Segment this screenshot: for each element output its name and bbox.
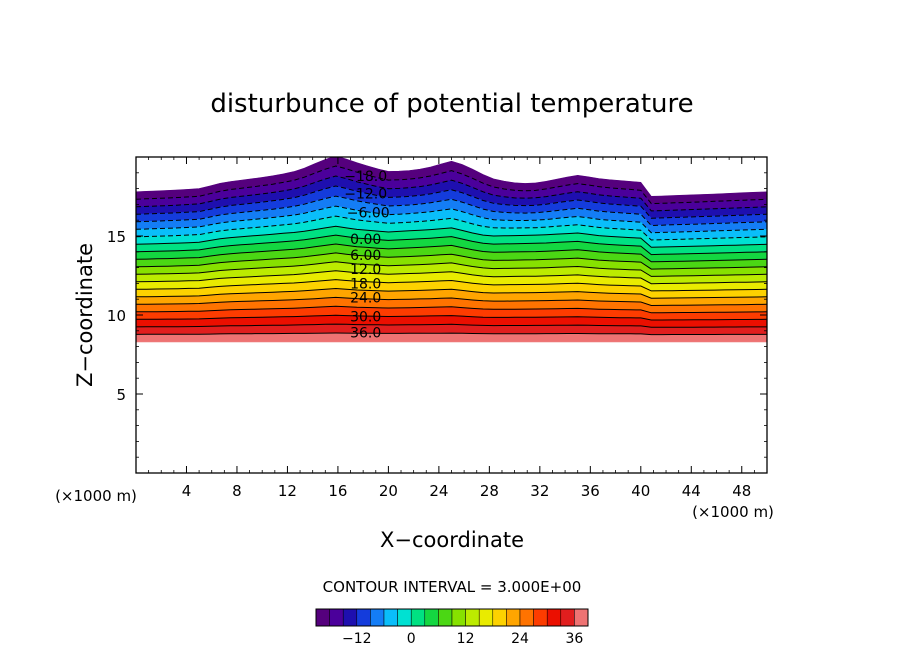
contour-label: 6.00 xyxy=(350,248,381,264)
x-tick-label: 44 xyxy=(682,482,701,500)
y-tick-label: 10 xyxy=(107,307,126,325)
contour-label: 0.00 xyxy=(350,232,381,248)
colorbar-box xyxy=(342,608,358,627)
contour-line xyxy=(136,252,767,270)
contour-line xyxy=(136,243,767,263)
contour-line xyxy=(136,215,767,241)
contour-label: 36.0 xyxy=(350,325,381,341)
x-tick-label: 36 xyxy=(581,482,600,500)
colorbar-box xyxy=(383,608,398,627)
contour-line xyxy=(136,225,767,248)
x-tick-label: 48 xyxy=(732,482,751,500)
contour-line xyxy=(136,314,767,321)
contour-field xyxy=(136,157,767,343)
y-tick-label: 5 xyxy=(116,386,126,404)
colorbar-box xyxy=(370,608,385,627)
colorbar-box xyxy=(478,608,494,627)
colorbar-box xyxy=(315,608,330,627)
x-tick-label: 40 xyxy=(631,482,650,500)
contour-label: 12.0 xyxy=(350,262,381,278)
contour-line xyxy=(136,185,767,219)
contour-line xyxy=(136,175,767,212)
colorbar-box xyxy=(451,608,466,627)
contour-interval-text: CONTOUR INTERVAL = 3.000E+00 xyxy=(323,578,582,596)
colorbar-tick-label: 36 xyxy=(565,631,583,647)
contour-line xyxy=(136,305,767,314)
colorbar-box xyxy=(397,608,412,627)
x-tick-label: 12 xyxy=(278,482,297,500)
colorbar-box xyxy=(560,608,575,627)
x-unit-left: (×1000 m) xyxy=(55,487,137,505)
contour-label: 30.0 xyxy=(350,310,381,326)
contour-label: 24.0 xyxy=(350,291,381,307)
colorbar-box xyxy=(329,608,344,627)
colorbar-box xyxy=(356,608,371,627)
colorbar-tick-label: −12 xyxy=(342,631,372,647)
x-tick-label: 20 xyxy=(379,482,398,500)
x-axis-label: X−coordinate xyxy=(380,528,524,552)
contour-line xyxy=(136,195,767,227)
colorbar-box xyxy=(438,608,453,627)
contour-label: −18.0 xyxy=(344,169,387,185)
colorbar-box xyxy=(506,608,521,627)
contour-line xyxy=(136,261,767,277)
colorbar-box xyxy=(546,608,562,627)
contour-line xyxy=(136,296,767,307)
colorbar: −12 0 12 24 36 xyxy=(315,608,589,647)
contour-line xyxy=(136,270,767,285)
colorbar-frame xyxy=(315,608,589,627)
contour-label: 18.0 xyxy=(350,276,381,292)
contour-line xyxy=(136,234,767,256)
y-tick-label: 15 xyxy=(107,228,126,246)
x-tick-label: 24 xyxy=(429,482,448,500)
colorbar-box xyxy=(533,608,548,627)
colorbar-box xyxy=(424,608,439,627)
contour-label: −12.0 xyxy=(344,186,387,202)
contour-line xyxy=(136,323,767,328)
contour-lines xyxy=(136,165,767,336)
x-tick-label: 8 xyxy=(232,482,242,500)
colorbar-box xyxy=(519,608,534,627)
colorbar-tick-label: 0 xyxy=(407,631,416,647)
x-tick-label: 16 xyxy=(328,482,347,500)
contour-line xyxy=(136,279,767,292)
colorbar-tick-label: 12 xyxy=(457,631,475,647)
chart-title: disturbunce of potential temperature xyxy=(210,89,693,119)
x-tick-label: 32 xyxy=(530,482,549,500)
colorbar-tick-label: 24 xyxy=(511,631,529,647)
contour-line xyxy=(136,332,767,336)
colorbar-box xyxy=(410,608,426,627)
contour-label: −6.00 xyxy=(347,205,390,221)
colorbar-box xyxy=(492,608,507,627)
contour-line xyxy=(136,165,767,205)
colorbar-box xyxy=(465,608,480,627)
x-tick-label: 4 xyxy=(182,482,192,500)
x-tick-label: 28 xyxy=(480,482,499,500)
colorbar-box xyxy=(574,608,589,627)
x-unit-right: (×1000 m) xyxy=(692,503,774,521)
contour-line xyxy=(136,287,767,299)
contour-line xyxy=(136,205,767,234)
y-axis-label: Z−coordinate xyxy=(73,243,97,387)
